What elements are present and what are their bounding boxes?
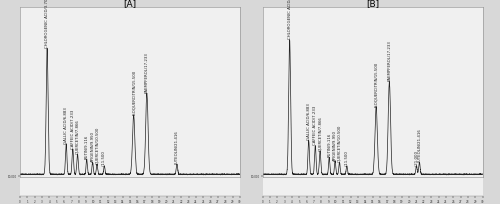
Text: GALLIC ACID/6.883: GALLIC ACID/6.883 xyxy=(306,103,310,140)
Text: APIGENIN/9.950: APIGENIN/9.950 xyxy=(333,129,337,160)
Text: /11.500: /11.500 xyxy=(345,150,349,165)
Text: CAFFEIC ACID/7.233: CAFFEIC ACID/7.233 xyxy=(314,106,318,145)
Text: CHLOROGENIC ACID/3.700: CHLOROGENIC ACID/3.700 xyxy=(45,0,49,48)
Text: QUERCETIN/10.500: QUERCETIN/10.500 xyxy=(338,124,342,162)
Text: QUERCETIN/10.500: QUERCETIN/10.500 xyxy=(95,126,99,163)
Text: GALLIC ACID/6.883: GALLIC ACID/6.883 xyxy=(64,106,68,143)
Text: LUTEOLIN/21.416: LUTEOLIN/21.416 xyxy=(175,130,179,163)
Text: KAEMPFEROL/17.233: KAEMPFEROL/17.233 xyxy=(145,52,149,93)
Title: [A]: [A] xyxy=(124,0,136,8)
Text: ISOQUERCITRIN/15.500: ISOQUERCITRIN/15.500 xyxy=(132,70,136,115)
Text: QUERCETIN/7.866: QUERCETIN/7.866 xyxy=(318,115,322,150)
Text: QUERCETIN/7.866: QUERCETIN/7.866 xyxy=(76,119,80,153)
Text: RUTIN/9.116: RUTIN/9.116 xyxy=(84,134,88,158)
Text: /11.500: /11.500 xyxy=(102,150,106,165)
Text: /21.000: /21.000 xyxy=(414,150,418,165)
Text: APIGENIN/9.950: APIGENIN/9.950 xyxy=(90,131,94,162)
Text: LUTEOLIN/21.416: LUTEOLIN/21.416 xyxy=(418,128,422,162)
Text: KAEMPFEROL/17.233: KAEMPFEROL/17.233 xyxy=(388,40,392,81)
Text: CAFFEIC ACID/7.233: CAFFEIC ACID/7.233 xyxy=(71,109,75,148)
Text: ISOQUERCITRIN/15.500: ISOQUERCITRIN/15.500 xyxy=(374,61,378,106)
Text: RUTIN/9.116: RUTIN/9.116 xyxy=(327,132,331,156)
Text: CHLOROGENIC ACID/3.700: CHLOROGENIC ACID/3.700 xyxy=(288,0,292,39)
Title: [B]: [B] xyxy=(366,0,379,8)
